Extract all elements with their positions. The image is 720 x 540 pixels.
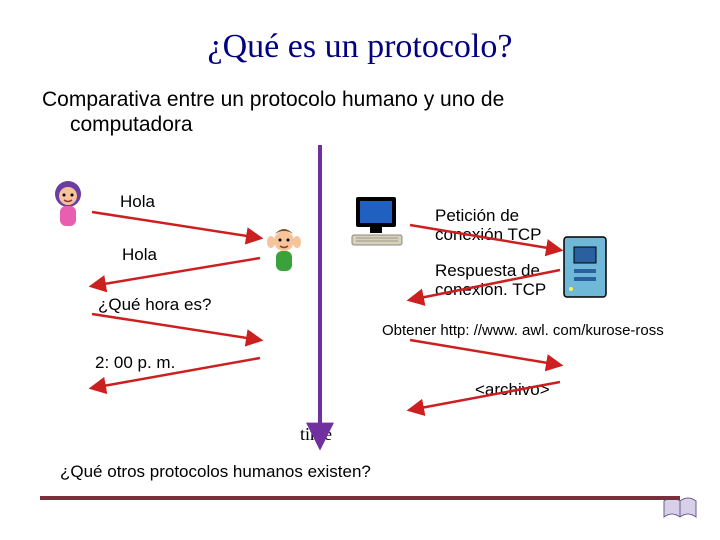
msg-peticion-l1: Petición de <box>435 206 519 226</box>
subtitle-line1: Comparativa entre un protocolo humano y … <box>42 88 678 112</box>
bottom-question: ¿Qué otros protocolos humanos existen? <box>60 462 371 482</box>
time-label: time <box>300 424 332 445</box>
msg-obtener: Obtener http: //www. awl. com/kurose-ros… <box>382 322 664 339</box>
slide-title: ¿Qué es un protocolo? <box>0 28 720 66</box>
arrows-overlay <box>0 0 720 540</box>
person-right-icon <box>262 225 302 275</box>
footer-rule <box>40 496 680 500</box>
msg-respuesta-l1: Respuesta de <box>435 261 540 281</box>
msg-peticion-l2: conexión TCP <box>435 225 541 245</box>
person-left-icon <box>48 180 88 230</box>
msg-respuesta-l2: conexión. TCP <box>435 280 546 300</box>
msg-archivo: <archivo> <box>475 380 550 400</box>
subtitle-line2: computadora <box>70 113 193 137</box>
computer-server-icon <box>562 235 608 304</box>
msg-hola-1: Hola <box>120 192 155 212</box>
computer-client-icon <box>350 195 410 255</box>
slide: { "title": "¿Qué es un protocolo?", "sub… <box>0 0 720 540</box>
msg-dos-pm: 2: 00 p. m. <box>95 353 175 373</box>
msg-que-hora: ¿Qué hora es? <box>98 295 211 315</box>
msg-hola-2: Hola <box>122 245 157 265</box>
